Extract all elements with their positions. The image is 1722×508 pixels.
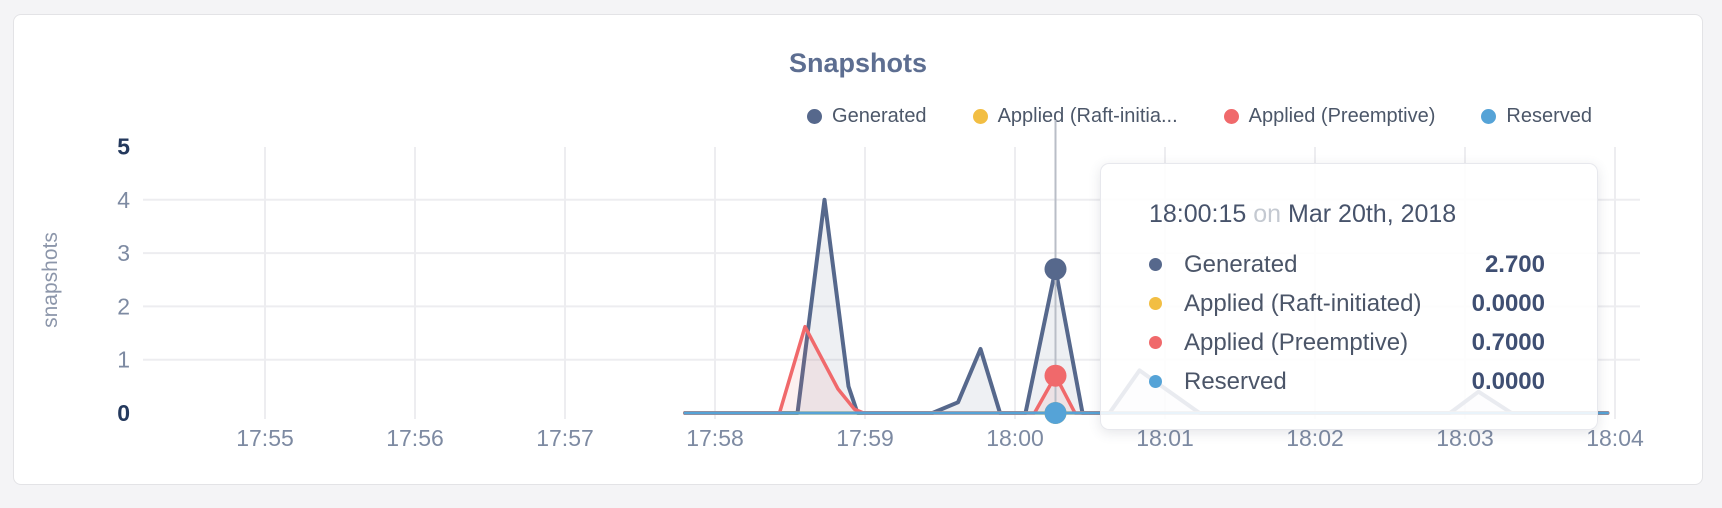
tooltip-series-value: 0.7000 xyxy=(1471,328,1545,356)
tooltip-series-label: Generated xyxy=(1184,250,1298,278)
tooltip-time: 18:00:15 xyxy=(1149,200,1247,228)
tooltip-conjunction: on xyxy=(1253,200,1282,228)
tooltip-row-reserved: Reserved 0.0000 xyxy=(1149,362,1545,401)
applied-raft-dot-icon xyxy=(972,108,988,124)
legend-label: Generated xyxy=(832,104,927,127)
tooltip-row-applied-raft: Applied (Raft-initiated) 0.0000 xyxy=(1149,284,1545,323)
x-axis-tick-label: 18:04 xyxy=(1586,425,1644,451)
x-axis-tick-label: 18:00 xyxy=(986,425,1044,451)
y-axis-tick-label: 3 xyxy=(117,240,130,266)
reserved-dot-icon xyxy=(1149,375,1162,388)
tooltip-series-label: Reserved xyxy=(1184,367,1287,395)
x-axis-tick-label: 17:56 xyxy=(386,425,444,451)
tooltip-series-value: 0.0000 xyxy=(1471,289,1545,317)
applied-preemptive-dot-icon xyxy=(1223,108,1239,124)
x-axis-tick-label: 17:55 xyxy=(236,425,294,451)
tooltip-date: Mar 20th, 2018 xyxy=(1288,200,1457,228)
y-axis-title: snapshots xyxy=(39,232,62,328)
legend-item-applied-preemptive[interactable]: Applied (Preemptive) xyxy=(1223,104,1436,128)
y-axis-tick-label: 5 xyxy=(117,134,130,160)
series-line-applied-preemptive- xyxy=(683,324,1610,415)
x-axis-tick-label: 17:57 xyxy=(536,425,594,451)
x-axis-tick-label: 17:58 xyxy=(686,425,744,451)
tooltip-series-value: 0.0000 xyxy=(1471,367,1545,395)
x-axis-tick-label: 17:59 xyxy=(836,425,894,451)
legend-label: Applied (Preemptive) xyxy=(1248,104,1436,127)
applied-preemptive-dot-icon xyxy=(1149,336,1162,349)
tooltip-series-label: Applied (Raft-initiated) xyxy=(1184,289,1422,317)
tooltip-row-applied-preemptive: Applied (Preemptive) 0.7000 xyxy=(1149,323,1545,362)
y-axis-tick-label: 1 xyxy=(117,347,130,373)
y-axis-tick-label: 0 xyxy=(117,400,130,426)
hover-marker-reserved xyxy=(1044,402,1067,424)
tooltip-series-value: 2.700 xyxy=(1484,250,1545,278)
hover-marker-applied-preemptive- xyxy=(1044,364,1067,387)
legend-label: Reserved xyxy=(1506,104,1592,127)
generated-dot-icon xyxy=(1149,258,1162,271)
generated-dot-icon xyxy=(807,108,823,124)
hover-marker-generated xyxy=(1044,258,1067,281)
tooltip-row-generated: Generated 2.700 xyxy=(1149,245,1545,284)
reserved-dot-icon xyxy=(1481,108,1497,124)
tooltip-series-label: Applied (Preemptive) xyxy=(1184,328,1409,356)
legend-item-applied-raft[interactable]: Applied (Raft-initia... xyxy=(972,104,1178,128)
y-axis-tick-label: 4 xyxy=(117,187,130,213)
legend-item-generated[interactable]: Generated xyxy=(807,105,927,128)
chart-title: Snapshots xyxy=(788,48,928,78)
applied-raft-dot-icon xyxy=(1149,297,1162,310)
legend-item-reserved[interactable]: Reserved xyxy=(1481,105,1592,128)
legend-label: Applied (Raft-initia... xyxy=(997,104,1178,127)
hover-tooltip: 18:00:15 on Mar 20th, 2018 Generated 2.7… xyxy=(1100,163,1598,430)
tooltip-timestamp: 18:00:15 on Mar 20th, 2018 xyxy=(1149,200,1545,229)
y-axis-tick-label: 2 xyxy=(117,293,130,319)
legend: Generated Applied (Raft-initia... Applie… xyxy=(807,101,1592,131)
